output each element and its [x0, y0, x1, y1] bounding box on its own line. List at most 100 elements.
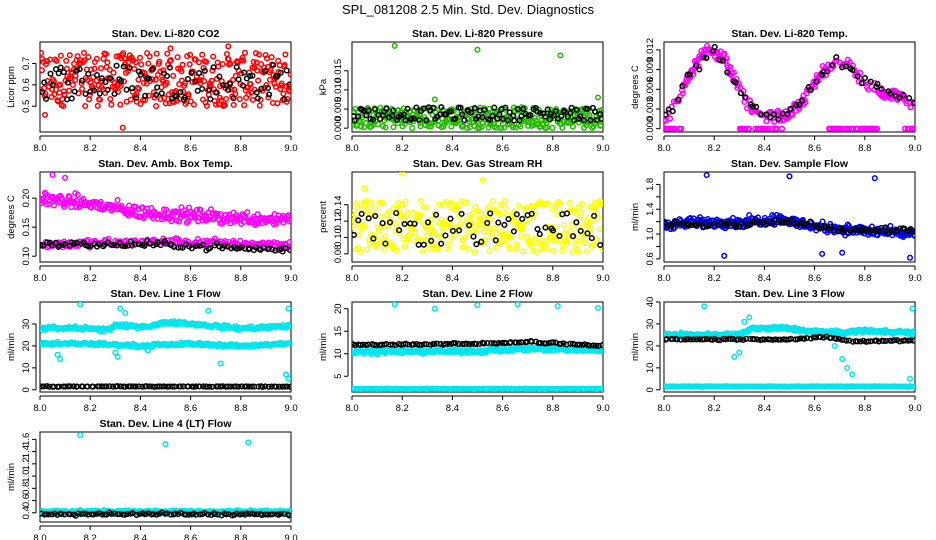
points-layer: [352, 302, 603, 392]
data-point-upper: [114, 196, 121, 203]
data-point-all: [571, 209, 578, 216]
data-point-all: [744, 105, 751, 112]
y-tick-label: 0.10: [333, 228, 344, 247]
points-layer: [664, 303, 915, 390]
data-point-selected: [560, 340, 567, 347]
data-point-selected: [674, 220, 681, 227]
data-point-selected: [513, 211, 520, 218]
data-point-all: [373, 242, 380, 249]
data-point-all: [287, 71, 291, 78]
data-point-all: [284, 96, 291, 103]
data-point-all: [164, 50, 171, 57]
y-tick-label: 20: [21, 341, 32, 352]
data-point-all: [362, 222, 369, 229]
data-point-all: [78, 80, 85, 87]
data-point-all: [278, 80, 285, 87]
data-point-all: [190, 101, 197, 108]
outlier-point: [119, 124, 126, 131]
data-point-selected: [135, 241, 142, 248]
data-point-selected: [711, 43, 718, 50]
panel-title: Stan. Dev. Line 2 Flow: [422, 288, 533, 300]
data-point-selected: [82, 90, 89, 97]
data-point-all: [596, 226, 603, 233]
data-point-all: [678, 125, 685, 132]
points-layer: [352, 42, 603, 132]
data-point-all: [500, 238, 507, 245]
x-tick-label: 8.4: [446, 273, 459, 284]
data-point-all: [201, 78, 208, 85]
outlier-point: [844, 364, 851, 371]
data-point-selected: [200, 241, 207, 248]
data-point-all: [564, 237, 571, 244]
data-point-all: [382, 233, 389, 240]
outlier-point: [162, 441, 169, 448]
data-point-selected: [484, 219, 491, 227]
data-point-selected: [40, 383, 47, 390]
y-tick-label: 40: [645, 297, 656, 308]
data-point-selected: [404, 105, 411, 112]
y-tick-label: 5: [333, 374, 344, 379]
data-point-selected: [150, 510, 157, 517]
data-point-all: [162, 100, 169, 107]
data-point-selected: [727, 335, 734, 342]
y-axis-label: kPa: [318, 78, 329, 95]
data-point-selected: [771, 111, 778, 118]
data-point-selected: [152, 91, 160, 98]
data-point-selected: [79, 77, 86, 84]
data-point-all: [145, 60, 152, 67]
data-point-all: [493, 244, 500, 251]
data-point-all: [241, 49, 249, 56]
y-tick-label: 20: [645, 341, 656, 352]
outlier-point: [361, 185, 368, 192]
data-point-selected: [410, 341, 417, 348]
data-point-selected: [262, 68, 269, 75]
data-point-all: [102, 51, 110, 58]
data-point-selected: [96, 510, 103, 517]
x-tick-label: 9.0: [284, 533, 297, 540]
data-point-selected: [854, 338, 861, 345]
x-tick-label: 8.4: [758, 143, 771, 154]
data-point-all: [597, 122, 603, 129]
data-point-all: [117, 101, 124, 108]
data-point-selected: [763, 111, 770, 118]
x-tick-label: 8.8: [234, 533, 247, 540]
data-point-selected: [383, 105, 390, 112]
data-point-all: [138, 61, 145, 68]
data-point-upper: [217, 210, 224, 218]
panel-title: Stan. Dev. Line 3 Flow: [734, 288, 845, 300]
data-point-all: [846, 59, 853, 66]
data-point-all: [468, 215, 475, 222]
data-point-all: [417, 119, 424, 127]
data-point-selected: [858, 80, 865, 87]
data-point-all: [258, 61, 265, 68]
data-point-upper: [50, 202, 58, 209]
data-point-selected: [843, 63, 850, 70]
data-point-floor: [484, 385, 491, 392]
data-point-all: [518, 233, 525, 240]
data-point-all: [131, 65, 138, 72]
plot-frame: [351, 41, 604, 133]
data-point-selected: [184, 75, 192, 83]
data-point-all: [550, 247, 557, 254]
data-point-all: [575, 248, 582, 255]
data-point-selected: [835, 335, 842, 342]
data-point-all: [274, 100, 281, 107]
data-point-selected: [365, 215, 372, 222]
data-point-selected: [225, 86, 232, 93]
data-point-selected: [458, 210, 465, 217]
data-point-all: [212, 101, 220, 108]
data-point-selected: [854, 227, 861, 234]
data-point-upper: [40, 195, 47, 202]
data-point-selected: [108, 510, 115, 518]
data-point-selected: [110, 241, 117, 248]
x-tick-label: 8.0: [33, 143, 46, 154]
data-point-selected: [355, 113, 362, 120]
data-point-selected: [685, 221, 692, 229]
outlier-point: [594, 304, 602, 311]
data-point-selected: [377, 115, 384, 122]
data-point-selected: [107, 75, 114, 82]
data-point-upper: [911, 329, 915, 336]
data-point-upper: [193, 206, 201, 213]
data-point-all: [492, 230, 499, 237]
